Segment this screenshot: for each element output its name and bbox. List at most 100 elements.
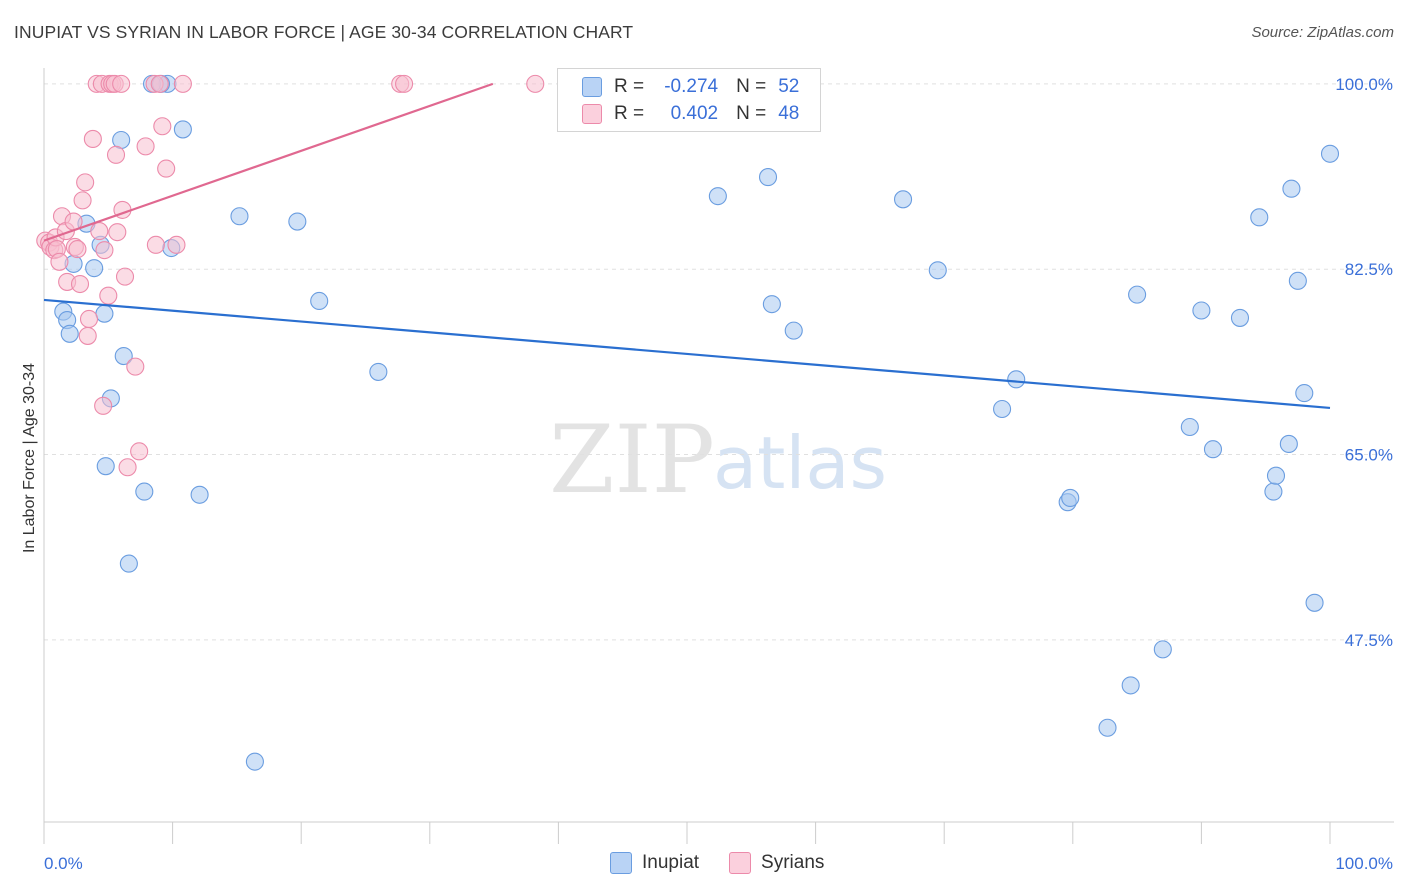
inupiat-point [119, 554, 138, 573]
x-tick-label: 0.0% [44, 854, 83, 873]
inupiat-point [1230, 308, 1250, 327]
inupiat-point [1192, 301, 1211, 320]
inupiat-point [85, 259, 104, 278]
inupiat-point [1121, 676, 1140, 695]
inupiat-point [1180, 417, 1199, 437]
inupiat-point [1061, 488, 1080, 507]
inupiat-point [1128, 285, 1147, 304]
inupiat-point [1282, 179, 1301, 198]
inupiat-point [708, 187, 727, 206]
syrian-point [108, 223, 127, 242]
syrian-point [90, 222, 109, 241]
inupiat-point [60, 324, 79, 343]
syrian-point [112, 74, 131, 93]
syrian-point [395, 74, 414, 93]
y-tick-label: 47.5% [1345, 631, 1393, 650]
y-tick-label: 65.0% [1345, 446, 1393, 465]
inupiat-point [762, 295, 781, 314]
legend-n-label: N = [736, 76, 767, 97]
y-tick-label: 100.0% [1335, 75, 1393, 94]
syrian-point [150, 74, 169, 93]
syrian-trend-line [43, 82, 494, 242]
syrian-point [130, 442, 149, 461]
inupiat-point [1320, 144, 1340, 163]
syrian-point [99, 286, 118, 305]
inupiat-point [1098, 718, 1117, 737]
series-legend: Inupiat Syrians [610, 852, 854, 874]
inupiat-point [135, 482, 154, 501]
syrian-point [78, 326, 97, 345]
source-label: Source: ZipAtlas.com [1251, 24, 1394, 41]
inupiat-point [1250, 208, 1269, 227]
inupiat-point [784, 321, 803, 340]
syrian-point [146, 235, 165, 254]
syrian-point [73, 191, 92, 210]
syrian-point [136, 137, 155, 156]
inupiat-point [230, 207, 249, 226]
syrians-legend-swatch [729, 852, 752, 874]
syrian-point [118, 458, 137, 477]
legend-r-value-syrians: 0.402 [670, 103, 719, 124]
legend-item-label: Inupiat [642, 852, 700, 873]
syrian-point [68, 240, 87, 259]
inupiat-point [369, 362, 388, 381]
inupiat-swatch [582, 77, 602, 97]
inupiat-point [245, 752, 264, 771]
inupiat-point [1007, 370, 1026, 389]
legend-r-value-inupiat: -0.274 [664, 76, 719, 97]
syrian-point [106, 145, 126, 164]
syrian-point [79, 309, 99, 329]
inupiat-point [114, 346, 133, 366]
syrian-point [173, 74, 192, 93]
inupiat-point [1279, 434, 1298, 453]
inupiat-point [1264, 482, 1283, 501]
inupiat-point [310, 291, 329, 311]
y-tick-label: 82.5% [1345, 260, 1393, 279]
syrian-point [157, 159, 176, 178]
chart-title: INUPIAT VS SYRIAN IN LABOR FORCE | AGE 3… [14, 22, 634, 42]
syrians-swatch [582, 104, 602, 124]
syrian-point [126, 357, 145, 376]
x-tick-label: 100.0% [1335, 854, 1393, 873]
syrian-point [153, 117, 172, 136]
syrian-point [167, 235, 186, 254]
correlation-legend: R = -0.274 N = 52 R = 0.402 N = 48 [557, 68, 821, 132]
legend-r-label: R = [614, 76, 645, 97]
legend-item-syrians[interactable]: Syrians [729, 852, 824, 874]
syrian-point [526, 74, 545, 93]
inupiat-point [758, 168, 778, 187]
inupiat-point [288, 212, 307, 231]
legend-item-inupiat[interactable]: Inupiat [610, 852, 699, 874]
legend-item-label: Syrians [761, 852, 825, 873]
legend-row-syrians: R = 0.402 N = 48 [582, 101, 799, 127]
inupiat-legend-swatch [610, 852, 632, 874]
inupiat-point [1288, 271, 1307, 290]
legend-n-value-syrians: 48 [778, 103, 800, 124]
syrian-point [83, 129, 102, 149]
syrian-point [76, 173, 95, 192]
inupiat-point [893, 190, 913, 209]
inupiat-point [95, 304, 114, 323]
legend-row-inupiat: R = -0.274 N = 52 [582, 74, 799, 100]
watermark-zip: ZIP [549, 406, 715, 515]
inupiat-trend-line [43, 298, 1331, 410]
inupiat-point [1203, 440, 1223, 459]
inupiat-point [1266, 466, 1286, 485]
syrian-point [95, 241, 114, 260]
inupiat-point [173, 120, 192, 139]
legend-r-label: R = [614, 103, 645, 124]
legend-n-label: N = [736, 103, 767, 124]
inupiat-point [928, 261, 947, 280]
syrian-point [50, 252, 69, 271]
syrian-point [115, 267, 135, 286]
inupiat-point [190, 485, 209, 504]
syrian-point [94, 396, 113, 415]
inupiat-point [1153, 640, 1172, 659]
inupiat-point [1305, 593, 1324, 612]
syrian-point [70, 274, 90, 294]
legend-n-value-inupiat: 52 [778, 76, 800, 97]
watermark-atlas: atlas [713, 421, 887, 505]
inupiat-point [96, 457, 115, 476]
inupiat-point [1295, 384, 1314, 403]
